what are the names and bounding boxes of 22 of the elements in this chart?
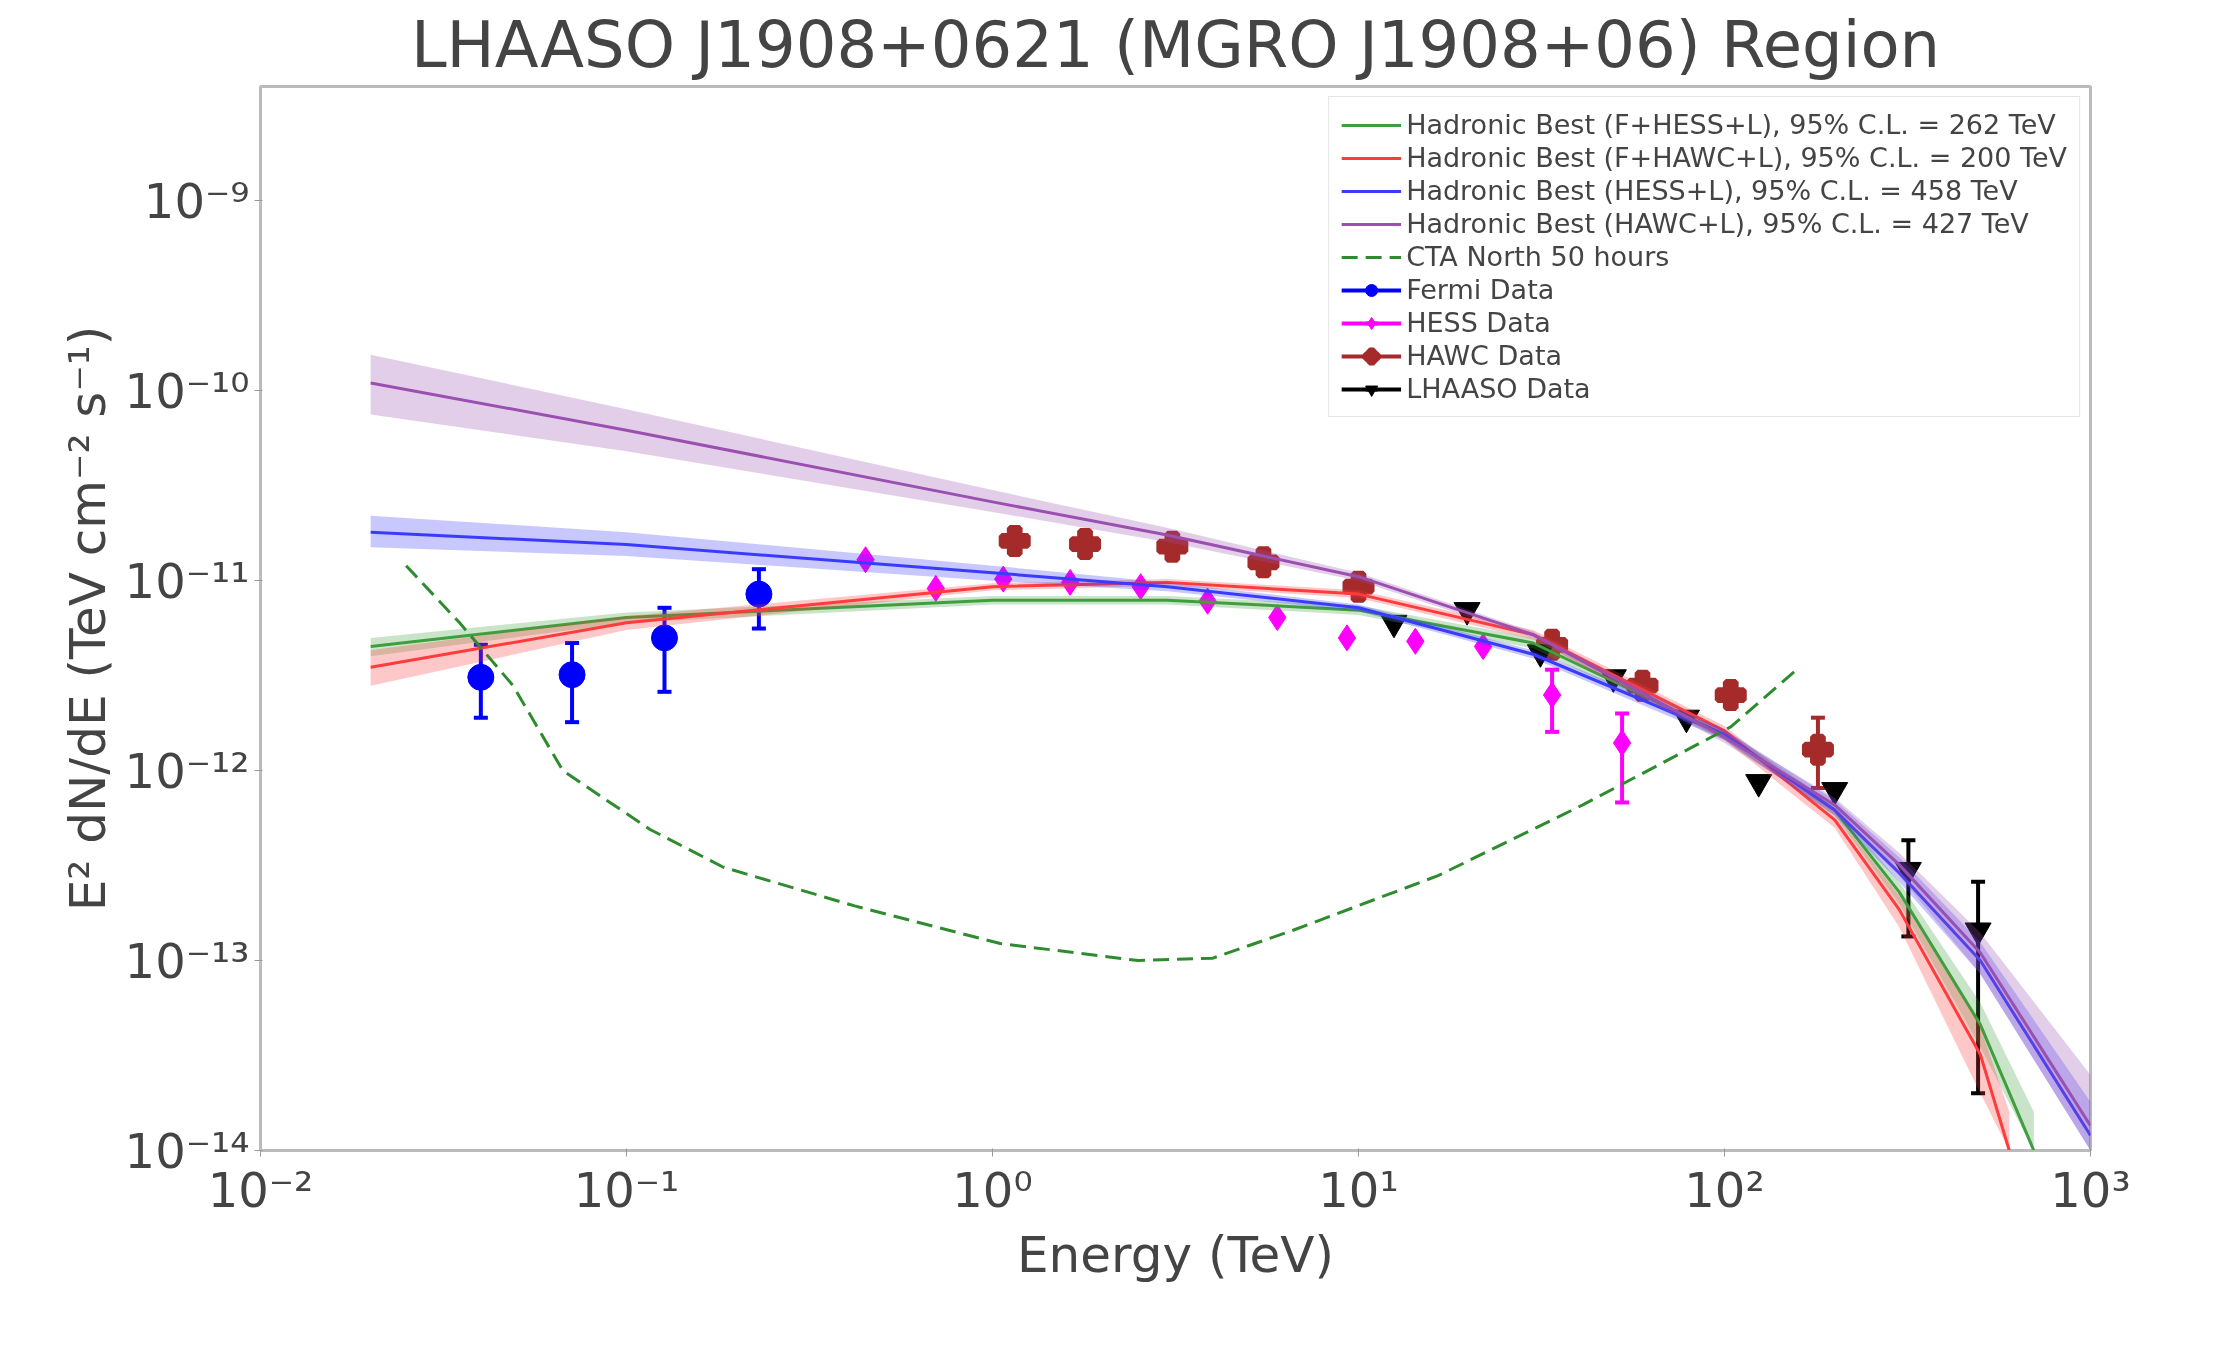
chart-title: LHAASO J1908+0621 (MGRO J1908+06) Region — [410, 7, 1941, 82]
legend-label: HESS Data — [1406, 307, 1551, 338]
y-axis-title: E² dN/dE (TeV cm⁻² s⁻¹) — [58, 325, 117, 912]
x-tick-label: 10⁻¹ — [573, 1161, 680, 1218]
legend-label: Hadronic Best (HESS+L), 95% C.L. = 458 TeV — [1406, 175, 2018, 206]
legend-label: HAWC Data — [1406, 340, 1563, 371]
legend-label: Hadronic Best (HAWC+L), 95% C.L. = 427 TeV — [1406, 208, 2029, 239]
legend-label: CTA North 50 hours — [1406, 241, 1670, 272]
x-tick-label: 10² — [1684, 1161, 1765, 1218]
y-tick-label: 10⁻¹² — [124, 742, 250, 799]
legend-label: Hadronic Best (F+HESS+L), 95% C.L. = 262 TeV — [1406, 109, 2056, 140]
x-tick-label: 10⁰ — [952, 1161, 1033, 1218]
legend-label: Fermi Data — [1406, 274, 1555, 305]
y-tick-label: 10⁻⁹ — [143, 172, 250, 229]
y-tick-label: 10⁻¹³ — [124, 932, 250, 989]
legend-label: LHAASO Data — [1406, 373, 1591, 404]
y-tick-label: 10⁻¹¹ — [124, 552, 250, 609]
y-tick-label: 10⁻¹⁰ — [124, 362, 250, 419]
legend-label: Hadronic Best (F+HAWC+L), 95% C.L. = 200 TeV — [1406, 142, 2067, 173]
x-tick-label: 10¹ — [1318, 1161, 1399, 1218]
x-tick-label: 10³ — [2050, 1161, 2131, 1218]
x-axis-title: Energy (TeV) — [1017, 1225, 1334, 1284]
